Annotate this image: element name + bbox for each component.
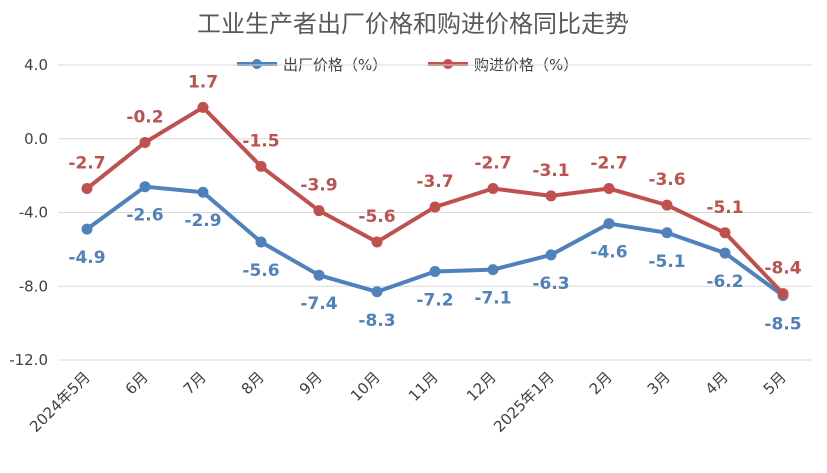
data-label: -7.2 — [416, 291, 453, 311]
data-point — [661, 227, 673, 239]
data-point — [603, 218, 615, 230]
data-point — [487, 264, 499, 276]
data-point — [139, 181, 151, 193]
data-label: -3.9 — [300, 176, 337, 196]
y-tick-label: -8.0 — [19, 277, 48, 295]
data-point — [197, 101, 209, 113]
data-point — [81, 223, 93, 235]
data-label: -2.6 — [126, 206, 163, 226]
x-tick-label: 8月 — [238, 368, 268, 398]
data-point — [197, 186, 209, 198]
x-tick-label: 2024年5月 — [26, 368, 94, 436]
data-point — [719, 227, 731, 239]
data-label: -1.5 — [242, 131, 279, 151]
data-point — [545, 249, 557, 261]
data-label: -5.1 — [648, 252, 685, 272]
data-label: -8.4 — [764, 259, 801, 279]
data-label: -4.6 — [590, 243, 627, 263]
data-label: -8.5 — [764, 314, 801, 334]
legend-marker — [443, 59, 453, 69]
data-point — [661, 199, 673, 211]
data-point — [719, 247, 731, 259]
data-label: 1.7 — [188, 72, 218, 92]
data-point — [777, 288, 789, 300]
data-point — [255, 160, 267, 172]
x-tick-label: 3月 — [644, 368, 674, 398]
data-point — [545, 190, 557, 202]
data-label: -3.7 — [416, 172, 453, 192]
data-point — [603, 183, 615, 195]
data-point — [429, 266, 441, 277]
data-point — [139, 136, 151, 148]
data-label: -3.6 — [648, 170, 685, 190]
gridlines — [58, 64, 812, 361]
y-tick-label: -4.0 — [19, 204, 48, 222]
data-label: -8.3 — [358, 311, 395, 331]
data-labels: -4.9 -2.6 -2.9 -5.6 -7.4 -8.3 -7.2 -7.1 -6.3 -4.6… — [68, 72, 801, 334]
y-tick-label: 4.0 — [24, 56, 48, 74]
x-tick-label: 10月 — [347, 368, 384, 405]
y-axis: 4.0 0.0 -4.0 -8.0 -12.0 — [9, 56, 48, 369]
data-point — [81, 183, 93, 195]
data-point — [255, 236, 267, 248]
data-label: -2.7 — [68, 154, 105, 174]
data-point — [487, 183, 499, 195]
x-tick-label: 2025年1月 — [490, 368, 558, 436]
data-label: -2.7 — [474, 154, 511, 174]
data-label: -2.7 — [590, 154, 627, 174]
series-group — [81, 101, 789, 301]
data-label: -7.1 — [474, 289, 511, 309]
data-label: -4.9 — [68, 248, 105, 268]
data-label: -6.3 — [532, 274, 569, 294]
chart-title: 工业生产者出厂价格和购进价格同比走势 — [197, 10, 629, 38]
legend-marker — [252, 59, 262, 69]
x-tick-label: 6月 — [122, 368, 152, 398]
legend: 出厂价格（%） 购进价格（%） — [237, 56, 578, 74]
data-point — [429, 201, 441, 213]
data-label: -3.1 — [532, 161, 569, 181]
data-label: -5.6 — [358, 207, 395, 227]
data-point — [371, 286, 383, 298]
x-tick-label: 9月 — [296, 368, 326, 398]
data-label: -2.9 — [184, 211, 221, 231]
data-point — [371, 236, 383, 248]
y-tick-label: -12.0 — [9, 351, 48, 369]
x-tick-label: 5月 — [760, 368, 790, 398]
data-label: -6.2 — [706, 272, 743, 292]
data-label: -0.2 — [126, 107, 163, 127]
data-label: -5.6 — [242, 261, 279, 281]
x-tick-label: 2月 — [586, 368, 616, 398]
data-point — [313, 269, 325, 281]
y-tick-label: 0.0 — [24, 130, 48, 148]
x-tick-label: 7月 — [180, 368, 210, 398]
data-point — [313, 205, 325, 217]
data-label: -7.4 — [300, 294, 337, 314]
x-tick-label: 12月 — [463, 368, 500, 405]
x-tick-label: 11月 — [405, 368, 442, 405]
data-label: -5.1 — [706, 198, 743, 218]
x-tick-label: 4月 — [702, 368, 732, 398]
